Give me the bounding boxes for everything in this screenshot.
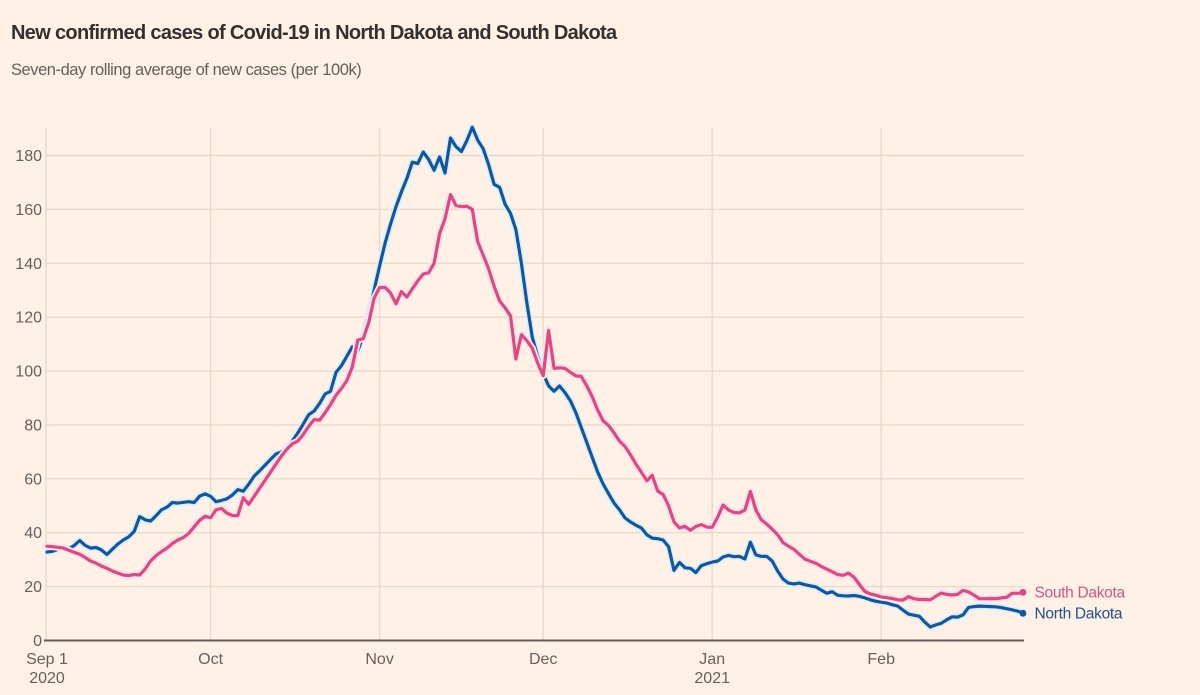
svg-text:Feb: Feb	[867, 651, 895, 668]
svg-text:160: 160	[15, 202, 42, 219]
svg-text:Sep 1: Sep 1	[26, 651, 68, 668]
svg-text:180: 180	[15, 148, 42, 165]
svg-text:140: 140	[15, 256, 42, 273]
svg-text:South Dakota: South Dakota	[1035, 585, 1126, 602]
svg-text:2020: 2020	[29, 670, 65, 687]
svg-text:100: 100	[15, 364, 42, 381]
svg-text:20: 20	[24, 579, 42, 596]
svg-text:120: 120	[15, 310, 42, 327]
svg-text:Nov: Nov	[365, 651, 393, 668]
svg-text:40: 40	[24, 525, 42, 542]
svg-text:2021: 2021	[694, 670, 730, 687]
svg-text:Dec: Dec	[529, 651, 557, 668]
svg-text:Jan: Jan	[699, 651, 725, 668]
svg-text:North Dakota: North Dakota	[1035, 606, 1123, 623]
svg-text:Oct: Oct	[198, 651, 223, 668]
svg-text:80: 80	[24, 417, 42, 434]
svg-text:60: 60	[24, 471, 42, 488]
svg-text:0: 0	[33, 633, 42, 650]
